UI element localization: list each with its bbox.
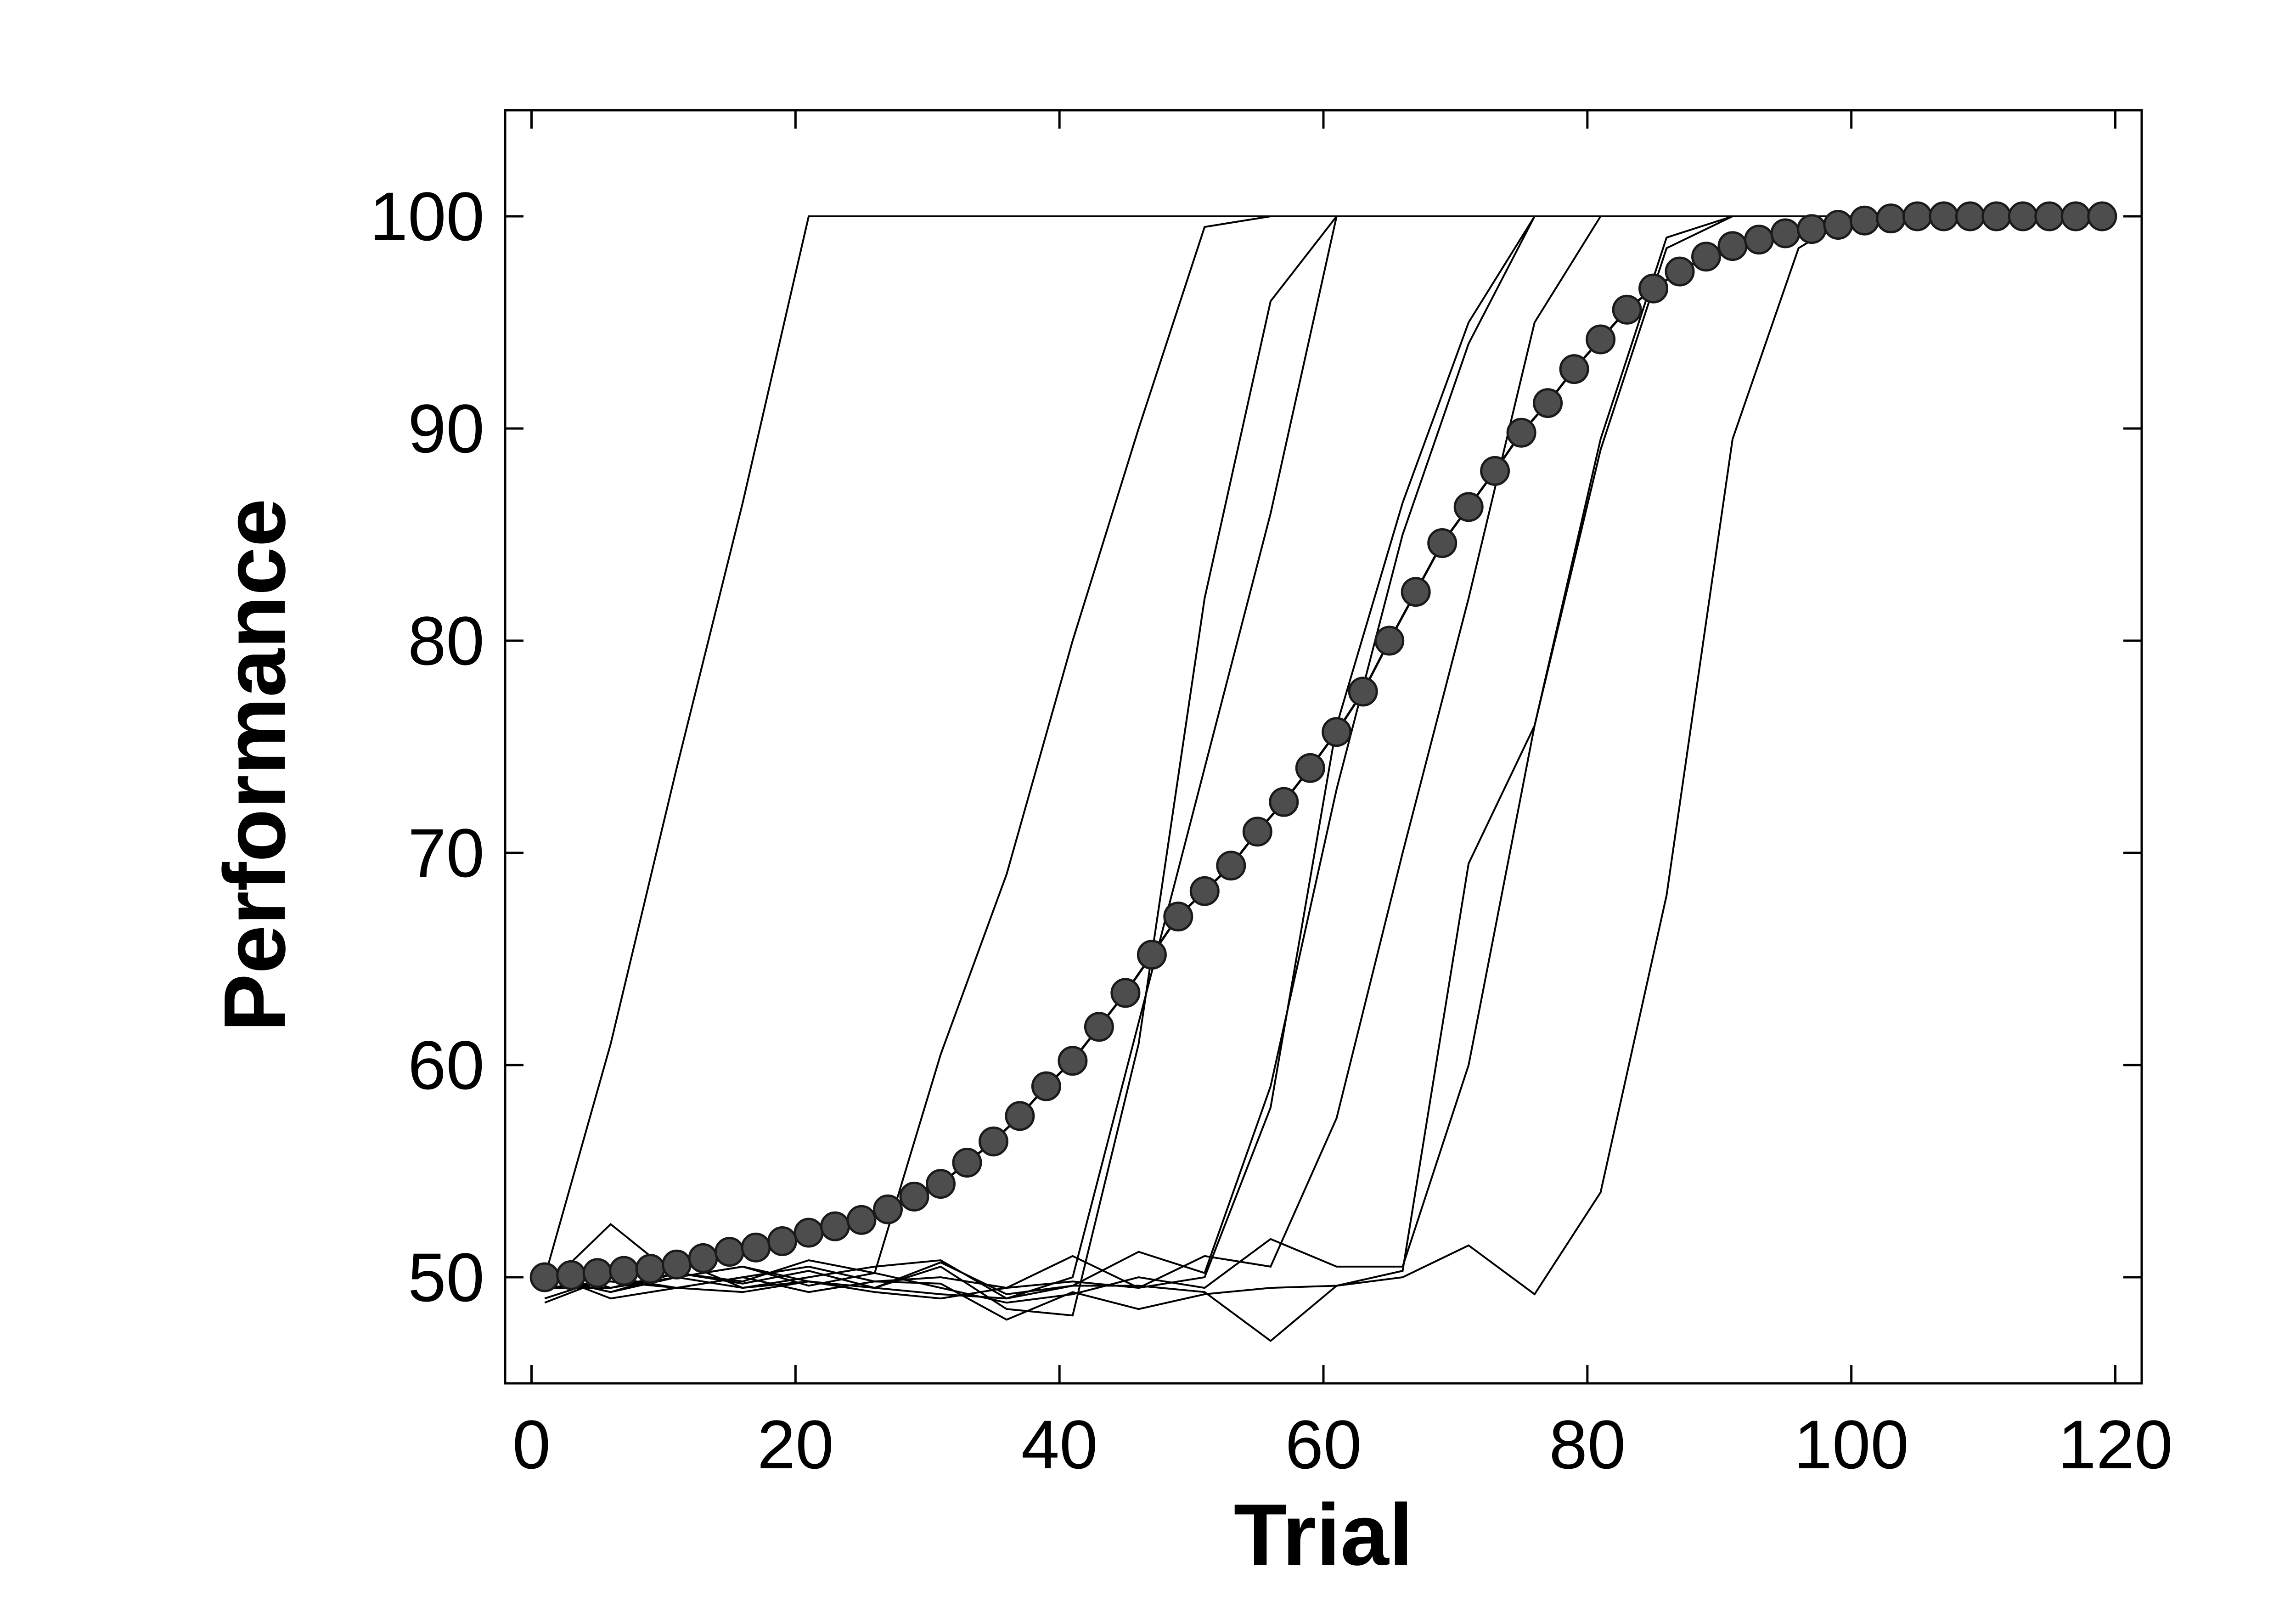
mean-point: [2087, 201, 2117, 231]
mean-point: [1849, 205, 1880, 236]
mean-point: [820, 1211, 850, 1241]
mean-point: [1770, 218, 1801, 248]
mean-point: [1163, 902, 1193, 932]
x-tick-label: 80: [1549, 1406, 1626, 1483]
mean-point: [715, 1237, 745, 1267]
mean-point: [793, 1218, 824, 1248]
mean-point: [1638, 273, 1668, 304]
subject-curve-2: [545, 215, 1851, 1289]
x-tick-label: 20: [757, 1406, 834, 1483]
subject-curve-7: [544, 215, 1851, 1300]
mean-point: [899, 1181, 929, 1212]
mean-point: [1744, 225, 1774, 255]
x-tick-label: 0: [512, 1406, 551, 1483]
mean-point: [1110, 978, 1141, 1008]
mean-point: [1189, 876, 1220, 906]
x-tick-label: 40: [1021, 1406, 1098, 1483]
y-tick-label: 100: [370, 178, 484, 255]
mean-point: [1506, 417, 1536, 448]
mean-point: [1453, 492, 1484, 522]
subject-curve-6: [544, 215, 1851, 1296]
mean-point: [1876, 203, 1906, 234]
mean-point: [1058, 1046, 1088, 1076]
mean-point: [1216, 851, 1246, 881]
x-axis-title: Trial: [1234, 1486, 1413, 1584]
subject-curve-10: [545, 215, 1852, 1321]
mean-point: [1717, 231, 1748, 261]
y-tick-label: 90: [408, 390, 484, 467]
mean-point: [529, 1262, 560, 1292]
subject-curve-5: [544, 215, 1851, 1304]
mean-point: [556, 1260, 586, 1290]
mean-point: [1955, 201, 1985, 231]
subject-curve-9: [544, 215, 1851, 1342]
mean-point: [1823, 210, 1853, 240]
y-tick-label: 70: [408, 814, 484, 891]
y-tick-label: 80: [408, 602, 484, 679]
subject-lines: [544, 215, 1852, 1342]
y-tick-label: 60: [408, 1026, 484, 1104]
mean-point: [1665, 256, 1695, 287]
mean-point: [1401, 577, 1431, 607]
mean-point: [1137, 940, 1167, 970]
y-tick-label: 50: [408, 1239, 484, 1316]
subject-curve-8: [544, 215, 1851, 1304]
mean-point: [1269, 787, 1299, 817]
mean-point: [1242, 817, 1272, 847]
mean-point: [1295, 753, 1325, 783]
mean-point: [952, 1148, 982, 1178]
mean-point: [1084, 1012, 1114, 1042]
mean-point: [767, 1226, 798, 1256]
mean-point: [1533, 388, 1563, 418]
y-axis-title: Performance: [206, 498, 304, 1032]
mean-series: [529, 201, 2117, 1292]
x-tick-label: 60: [1285, 1406, 1362, 1483]
mean-point: [2060, 201, 2091, 231]
mean-point: [1374, 626, 1405, 656]
mean-point: [1005, 1101, 1035, 1131]
mean-point: [741, 1232, 771, 1263]
mean-point: [688, 1243, 718, 1273]
mean-point: [1427, 528, 1458, 558]
mean-point: [1031, 1071, 1061, 1101]
x-tick-label: 120: [2058, 1406, 2172, 1483]
mean-point: [2034, 201, 2065, 231]
mean-point: [662, 1249, 692, 1280]
mean-point: [2008, 201, 2038, 231]
mean-point: [926, 1169, 956, 1199]
mean-point: [1929, 201, 1959, 231]
mean-point: [635, 1254, 665, 1284]
subject-curve-1: [544, 215, 1851, 1278]
mean-point: [1691, 242, 1721, 272]
mean-point: [979, 1126, 1008, 1156]
mean-point: [582, 1258, 613, 1288]
x-axis: 0 20 40 60 80 100 120: [512, 110, 2173, 1483]
mean-point: [873, 1194, 903, 1224]
mean-point: [1612, 294, 1642, 325]
mean-point: [609, 1256, 639, 1286]
x-tick-label: 100: [1794, 1406, 1909, 1483]
mean-curve-line: [545, 215, 2102, 1279]
mean-point: [1480, 456, 1510, 486]
mean-point: [1559, 354, 1589, 384]
subject-curve-4: [544, 215, 1851, 1317]
mean-point: [1902, 201, 1932, 231]
mean-point: [1797, 214, 1827, 244]
mean-point: [1348, 677, 1378, 707]
y-axis: 50 60 70 80 90 100: [370, 178, 2142, 1316]
mean-point: [1322, 717, 1352, 747]
plot-frame: [504, 109, 2143, 1385]
mean-point: [846, 1205, 877, 1235]
subject-curve-3: [544, 215, 1851, 1300]
mean-point: [1586, 324, 1616, 355]
mean-point: [1981, 201, 2012, 231]
